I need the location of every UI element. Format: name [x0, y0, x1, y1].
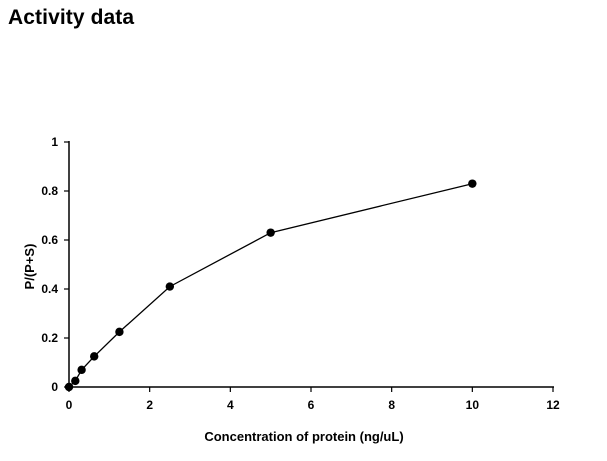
- series-line: [68, 183, 473, 388]
- x-tick-label: 2: [146, 398, 153, 412]
- y-tick-label: 0.2: [41, 331, 58, 345]
- x-tick-label: 12: [546, 398, 560, 412]
- x-tick-label: 10: [466, 398, 480, 412]
- data-point: [468, 179, 477, 188]
- data-point: [77, 365, 86, 375]
- page-title: Activity data: [8, 6, 135, 29]
- y-tick-label: 0.6: [41, 233, 58, 247]
- x-tick-label: 6: [308, 398, 315, 412]
- x-tick-label: 4: [227, 398, 234, 412]
- y-tick-label: 0.8: [41, 184, 58, 198]
- data-point: [266, 228, 275, 237]
- x-tick-label: 0: [66, 398, 73, 412]
- y-axis: 0 0.2 0.4 0.6 0.8 1: [41, 135, 70, 394]
- x-axis: 0 2 4 6 8 10 12: [66, 386, 560, 412]
- y-tick-label: 1: [51, 135, 58, 149]
- data-point: [90, 352, 99, 361]
- data-point: [115, 327, 124, 337]
- y-tick-label: 0: [51, 380, 58, 394]
- data-point: [71, 376, 80, 386]
- plot-area: [64, 179, 477, 392]
- data-point: [165, 282, 175, 291]
- x-axis-title: Concentration of protein (ng/uL): [204, 429, 403, 444]
- y-axis-title: P/(P+S): [22, 244, 37, 290]
- x-tick-label: 8: [388, 398, 395, 412]
- y-tick-label: 0.4: [41, 282, 58, 296]
